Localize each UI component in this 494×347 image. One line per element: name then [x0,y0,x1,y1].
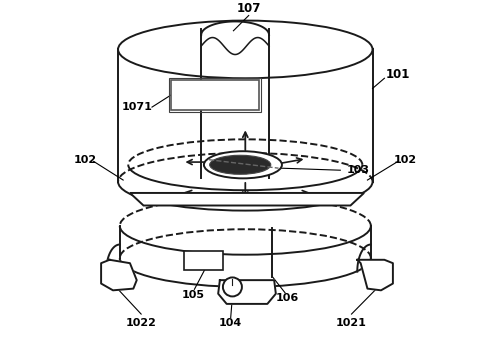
Text: 103: 103 [347,165,370,175]
Bar [170,80,259,110]
Text: 107: 107 [237,2,261,16]
Ellipse shape [209,155,271,174]
Text: 1071: 1071 [122,102,152,112]
Text: 102: 102 [393,155,416,166]
Text: 105: 105 [181,290,204,300]
Polygon shape [357,260,393,290]
Text: 106: 106 [276,293,299,303]
Polygon shape [130,193,364,205]
Text: 104: 104 [219,318,243,328]
Text: 102: 102 [73,155,96,166]
Text: 1021: 1021 [336,318,367,328]
Text: 101: 101 [386,68,411,82]
Ellipse shape [204,151,282,178]
Bar [184,251,223,270]
Circle shape [223,278,242,296]
Text: 1022: 1022 [125,318,157,328]
Polygon shape [218,280,276,304]
Polygon shape [101,260,137,290]
Bar [169,78,260,112]
